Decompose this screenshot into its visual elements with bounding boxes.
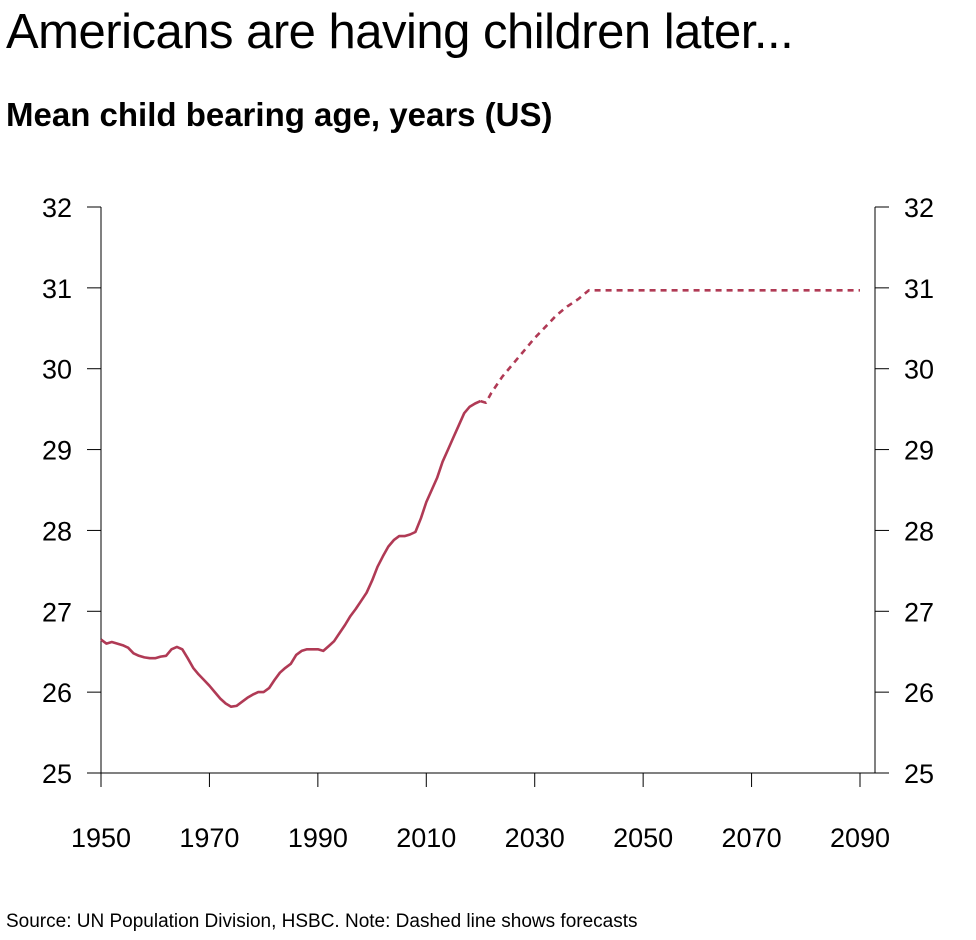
y-tick-label-left: 29 bbox=[42, 436, 72, 466]
y-tick-label-left: 26 bbox=[42, 678, 72, 708]
chart-title: Americans are having children later... bbox=[6, 5, 794, 59]
source-note: Source: UN Population Division, HSBC. No… bbox=[6, 911, 638, 932]
x-tick-label: 1950 bbox=[71, 823, 131, 853]
y-tick-label-right: 28 bbox=[904, 516, 934, 546]
x-tick-label: 1970 bbox=[179, 823, 239, 853]
y-tick-label-left: 27 bbox=[42, 597, 72, 627]
x-tick-label: 1990 bbox=[288, 823, 348, 853]
y-tick-label-left: 28 bbox=[42, 516, 72, 546]
x-tick-label: 2010 bbox=[396, 823, 456, 853]
y-tick-label-right: 25 bbox=[904, 759, 934, 789]
y-tick-label-left: 31 bbox=[42, 274, 72, 304]
y-tick-label-left: 32 bbox=[42, 193, 72, 223]
forecast-line bbox=[480, 289, 860, 404]
historical-line bbox=[100, 399, 482, 708]
chart-subtitle: Mean child bearing age, years (US) bbox=[6, 96, 553, 133]
y-tick-label-left: 30 bbox=[42, 355, 72, 385]
y-tick-label-left: 25 bbox=[42, 759, 72, 789]
y-tick-label-right: 31 bbox=[904, 274, 934, 304]
y-tick-label-right: 30 bbox=[904, 355, 934, 385]
x-tick-label: 2090 bbox=[830, 823, 890, 853]
y-tick-label-right: 26 bbox=[904, 678, 934, 708]
y-tick-label-right: 32 bbox=[904, 193, 934, 223]
x-tick-label: 2050 bbox=[613, 823, 673, 853]
x-tick-label: 2030 bbox=[505, 823, 565, 853]
y-tick-label-right: 29 bbox=[904, 436, 934, 466]
x-tick-label: 2070 bbox=[722, 823, 782, 853]
y-tick-label-right: 27 bbox=[904, 597, 934, 627]
